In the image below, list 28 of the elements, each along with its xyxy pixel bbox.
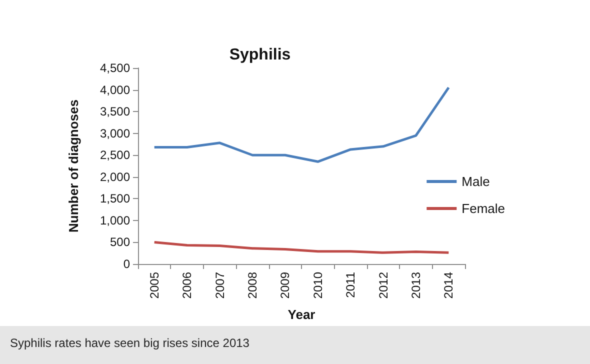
y-tick-label: 4,000 [100, 82, 130, 97]
y-tick-label: 1,000 [100, 213, 130, 228]
x-tick-label: 2011 [344, 272, 358, 298]
x-tick-label: 2014 [442, 272, 456, 299]
x-tick-label: 2006 [180, 272, 194, 299]
x-tick-label: 2007 [212, 272, 227, 299]
x-tick-label: 2008 [245, 272, 260, 299]
y-tick-label: 3,000 [100, 126, 130, 140]
x-tick-label: 2012 [376, 272, 390, 299]
x-axis-title: Year [288, 307, 316, 322]
x-tick-label: 2005 [147, 272, 162, 299]
line-series [153, 240, 450, 254]
y-tick-label: 1,500 [100, 192, 130, 206]
y-axis-title: Number of diagnoses [66, 100, 81, 232]
y-tick-label: 500 [110, 235, 130, 250]
line-series [153, 86, 450, 163]
y-tick-label: 4,500 [100, 61, 130, 75]
legend-label: Male [462, 174, 490, 189]
x-tick-label: 2010 [310, 272, 325, 299]
legend-label: Female [462, 201, 506, 216]
chart-title: Syphilis [229, 46, 291, 64]
x-tick-label: 2013 [408, 272, 423, 299]
y-tick-label: 0 [123, 257, 130, 271]
text: Syphilis rates have seen big rises since 2013 [0, 326, 590, 364]
x-tick-label: 2009 [278, 272, 292, 299]
y-tick-label: 2,000 [100, 170, 130, 184]
y-tick-label: 3,500 [100, 104, 130, 119]
y-tick-label: 2,500 [100, 148, 130, 162]
